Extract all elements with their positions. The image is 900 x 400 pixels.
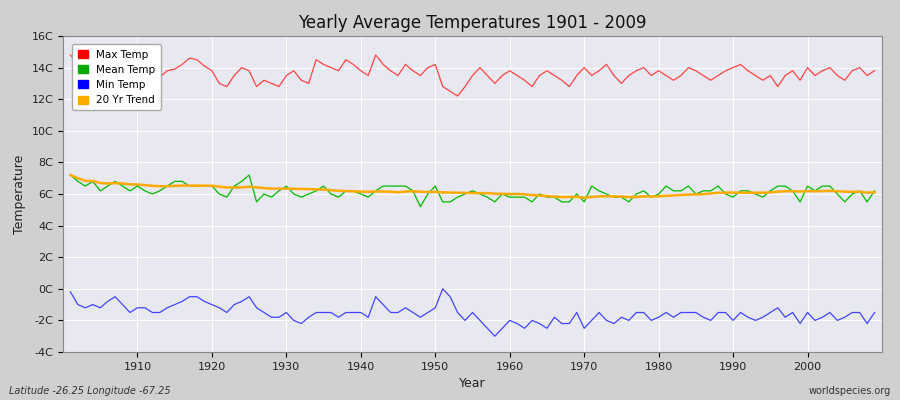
X-axis label: Year: Year [459,377,486,390]
Legend: Max Temp, Mean Temp, Min Temp, 20 Yr Trend: Max Temp, Mean Temp, Min Temp, 20 Yr Tre… [72,44,160,110]
Text: worldspecies.org: worldspecies.org [809,386,891,396]
Title: Yearly Average Temperatures 1901 - 2009: Yearly Average Temperatures 1901 - 2009 [298,14,647,32]
Y-axis label: Temperature: Temperature [13,154,26,234]
Text: Latitude -26.25 Longitude -67.25: Latitude -26.25 Longitude -67.25 [9,386,171,396]
